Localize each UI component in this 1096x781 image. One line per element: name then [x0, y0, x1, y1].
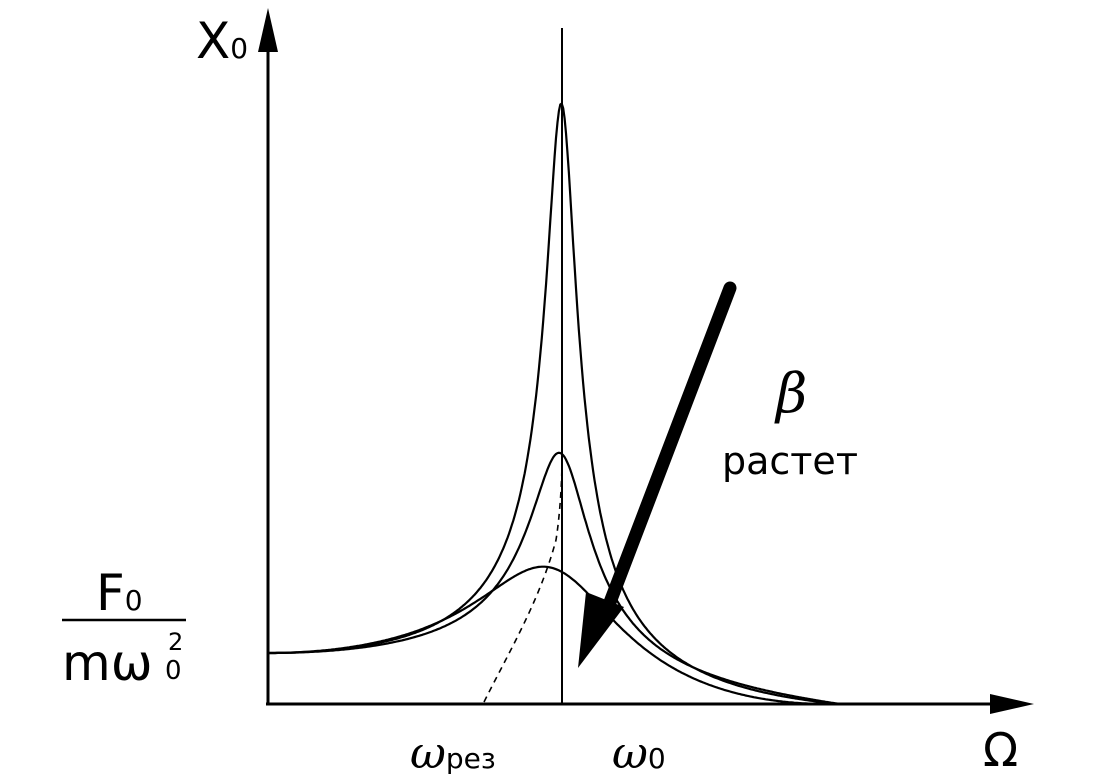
response-curve-1	[268, 101, 841, 706]
response-curve-3	[268, 565, 840, 706]
tick-label-omega-res: ωрез	[410, 728, 496, 779]
y-axis-label: X0	[196, 12, 248, 70]
fraction-denominator: mω	[62, 634, 153, 692]
response-curve-2	[268, 451, 841, 706]
y-axis-arrowhead	[258, 8, 278, 52]
x-axis-label: Ω	[983, 723, 1018, 777]
annotation-text: растет	[722, 439, 858, 483]
response-curves	[268, 101, 841, 706]
fraction-denominator-subscript: 0	[165, 656, 182, 686]
tick-label-omega-0: ω0	[612, 728, 666, 779]
annotation-beta: β	[774, 362, 807, 425]
fraction-numerator: F0	[96, 564, 143, 622]
resonance-locus-curve	[483, 459, 563, 703]
x-axis-arrowhead	[990, 694, 1034, 714]
damping-arrowhead	[578, 592, 624, 668]
damping-arrow-shaft	[597, 281, 737, 625]
fraction-denominator-superscript: 2	[168, 628, 183, 656]
